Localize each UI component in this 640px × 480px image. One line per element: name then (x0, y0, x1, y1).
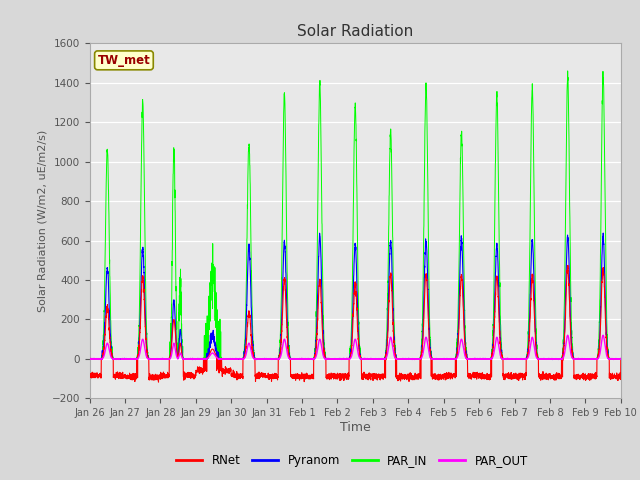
Title: Solar Radiation: Solar Radiation (297, 24, 413, 39)
X-axis label: Time: Time (340, 421, 371, 434)
Text: TW_met: TW_met (97, 54, 150, 67)
Y-axis label: Solar Radiation (W/m2, uE/m2/s): Solar Radiation (W/m2, uE/m2/s) (37, 130, 47, 312)
Legend: RNet, Pyranom, PAR_IN, PAR_OUT: RNet, Pyranom, PAR_IN, PAR_OUT (172, 449, 532, 472)
